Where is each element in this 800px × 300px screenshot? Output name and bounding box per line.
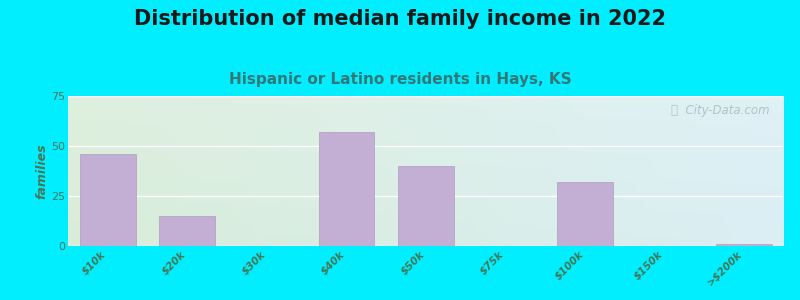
Bar [318,132,374,246]
Text: ⓘ  City-Data.com: ⓘ City-Data.com [671,103,770,116]
Y-axis label: families: families [35,143,48,199]
Bar [558,182,613,246]
Text: Distribution of median family income in 2022: Distribution of median family income in … [134,9,666,29]
Bar [159,216,215,246]
Bar [398,166,454,246]
Bar [716,244,772,246]
Bar [80,154,136,246]
Text: Hispanic or Latino residents in Hays, KS: Hispanic or Latino residents in Hays, KS [229,72,571,87]
